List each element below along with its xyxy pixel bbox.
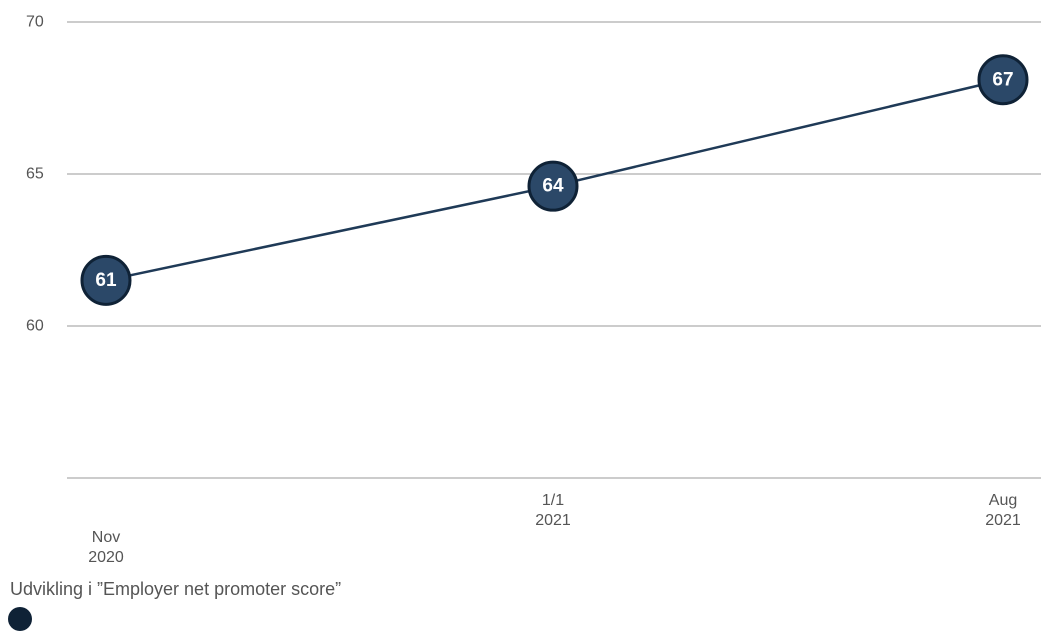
grid-lines [67, 21, 1041, 479]
data-point-marker [80, 254, 132, 306]
y-tick-label: 65 [26, 166, 44, 183]
x-tick-label-line: 1/1 [542, 492, 564, 509]
x-tick-label: 1/1 2021 [535, 492, 571, 529]
x-axis-ticks: Nov 2020 1/1 2021 Aug 2021 [88, 492, 1021, 566]
x-tick-label-line: Aug [989, 492, 1017, 509]
y-tick-label: 70 [26, 14, 44, 31]
y-axis-ticks: 60 65 70 [26, 14, 44, 335]
x-tick-label: Aug 2021 [985, 492, 1021, 529]
series-layer: 61 64 67 [80, 54, 1029, 306]
data-point-marker [977, 54, 1029, 106]
legend-marker [8, 607, 32, 631]
data-label: 64 [542, 176, 564, 197]
y-tick-label: 60 [26, 318, 44, 335]
data-label: 67 [992, 69, 1013, 90]
x-tick-label-line: Nov [92, 529, 120, 546]
x-tick-label: Nov 2020 [88, 529, 124, 566]
x-tick-label-line: 2020 [88, 549, 124, 566]
data-label: 61 [95, 270, 117, 291]
x-tick-label-line: 2021 [985, 512, 1021, 529]
data-point-marker [527, 160, 579, 212]
legend-label: Udvikling i ”Employer net promoter score… [10, 579, 342, 599]
x-tick-label-line: 2021 [535, 512, 571, 529]
